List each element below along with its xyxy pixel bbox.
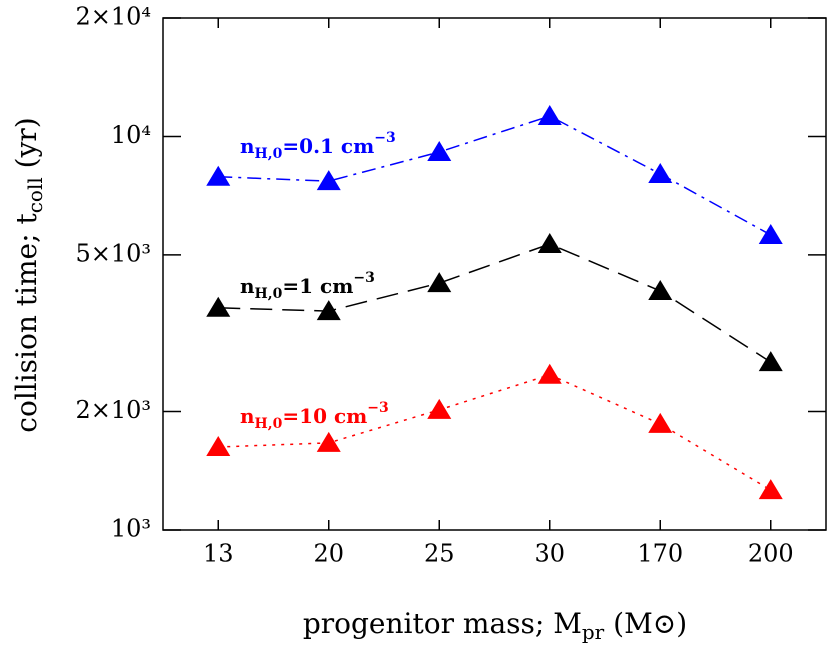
x-tick-label: 25 — [424, 540, 455, 568]
marker — [427, 141, 452, 162]
label-part: (yr) — [10, 117, 43, 177]
y-axis-label: collision time; tcoll (yr) — [10, 117, 47, 432]
marker — [648, 279, 673, 300]
marker — [206, 436, 231, 457]
label-part: (M⊙) — [604, 607, 687, 640]
label-part: −3 — [367, 400, 388, 416]
marker — [427, 272, 452, 293]
series-label: nH,0=0.1 cm−3 — [240, 130, 396, 162]
marker — [316, 431, 341, 452]
y-tick-label: 5×10³ — [75, 239, 151, 267]
label-part: n — [240, 134, 255, 158]
x-axis-label: progenitor mass; Mpr (M⊙) — [303, 607, 687, 644]
marker — [316, 300, 341, 321]
x-tick-label: 170 — [637, 540, 683, 568]
marker — [648, 162, 673, 183]
label-part: progenitor mass; M — [303, 607, 582, 640]
marker — [648, 412, 673, 433]
x-tick-label: 13 — [203, 540, 234, 568]
label-part: pr — [582, 620, 605, 644]
x-tick-label: 30 — [534, 540, 565, 568]
series-label: nH,0=10 cm−3 — [240, 400, 389, 432]
label-part: −3 — [374, 130, 395, 146]
x-tick-label: 200 — [748, 540, 794, 568]
x-tick-label: 20 — [313, 540, 344, 568]
marker — [427, 398, 452, 419]
marker — [758, 223, 783, 244]
label-part: =0.1 cm — [282, 134, 374, 158]
series-line — [218, 243, 772, 363]
y-tick-label: 2×10³ — [75, 396, 151, 424]
plot-frame — [162, 17, 827, 531]
series-line — [218, 373, 772, 491]
series-label: nH,0=1 cm−3 — [240, 270, 375, 302]
label-part: H,0 — [255, 416, 283, 432]
marker — [206, 165, 231, 186]
label-part: n — [240, 404, 255, 428]
label-part: n — [240, 274, 255, 298]
label-part: =10 cm — [282, 404, 367, 428]
marker — [758, 479, 783, 500]
label-part: collision time; t — [10, 213, 43, 433]
series-line — [218, 115, 772, 236]
label-part: =1 cm — [282, 274, 353, 298]
marker — [537, 105, 562, 126]
label-part: H,0 — [255, 286, 283, 302]
y-tick-label: 10⁴ — [111, 121, 151, 149]
y-tick-label: 10³ — [111, 515, 151, 543]
marker — [537, 363, 562, 384]
marker — [758, 351, 783, 372]
label-part: −3 — [353, 270, 374, 286]
label-part: H,0 — [255, 146, 283, 162]
marker — [316, 170, 341, 191]
marker — [206, 296, 231, 317]
marker — [537, 233, 562, 254]
label-part: coll — [23, 177, 47, 213]
y-tick-label: 2×10⁴ — [75, 3, 151, 31]
